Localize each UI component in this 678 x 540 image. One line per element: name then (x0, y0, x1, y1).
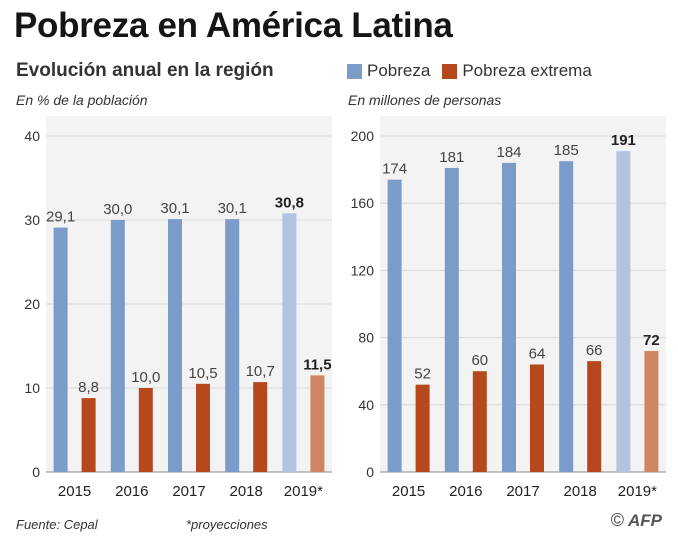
left-xtick-label: 2015 (58, 483, 91, 500)
left-data-label-pobreza: 30,1 (160, 200, 189, 217)
right-data-label-pobreza: 174 (382, 161, 407, 178)
left-data-label-pobreza-extrema: 8,8 (78, 379, 99, 396)
copyright-symbol: © (610, 510, 624, 530)
left-bar-pobreza-extrema (138, 388, 153, 472)
left-ytick-label: 0 (32, 464, 40, 480)
legend-swatch-pobreza (347, 63, 362, 79)
right-ytick-label: 80 (358, 330, 374, 346)
right-data-label-pobreza: 191 (611, 132, 636, 149)
left-bar-pobreza-extrema (196, 383, 210, 472)
left-bar-pobreza (110, 220, 125, 472)
right-bar-pobreza (559, 161, 574, 472)
left-data-label-pobreza-extrema: 10,5 (188, 365, 217, 382)
left-bar-pobreza-extrema (81, 398, 96, 472)
right-data-label-pobreza-extrema: 66 (586, 342, 603, 359)
left-bar-pobreza (168, 219, 182, 472)
left-data-label-pobreza-extrema: 11,5 (303, 356, 331, 373)
left-xtick-label: 2016 (115, 483, 148, 500)
right-xtick-label: 2016 (449, 483, 482, 500)
right-bar-pobreza-extrema (587, 361, 602, 472)
left-ytick-label: 40 (24, 128, 40, 144)
right-bar-pobreza (444, 167, 459, 473)
legend-item-pobreza-extrema: Pobreza extrema (442, 61, 592, 81)
left-ytick-label: 20 (24, 296, 40, 312)
right-data-label-pobreza: 185 (554, 142, 579, 159)
left-bar-pobreza (225, 219, 240, 472)
legend-label-pobreza: Pobreza (367, 61, 431, 80)
right-bar-pobreza (616, 151, 631, 472)
left-data-label-pobreza: 30,8 (275, 194, 304, 211)
left-bar-pobreza (53, 227, 68, 472)
afp-logo: AFP (628, 510, 662, 530)
right-xtick-label: 2018 (564, 483, 597, 500)
chart-subtitle: Evolución anual en la región (16, 60, 274, 81)
right-bar-pobreza-extrema (644, 351, 659, 472)
left-data-label-pobreza: 30,0 (103, 201, 132, 218)
left-unit-label: En % de la población (16, 92, 148, 108)
left-ytick-label: 10 (24, 380, 40, 396)
legend-item-pobreza: Pobreza (347, 61, 430, 81)
left-data-label-pobreza-extrema: 10,0 (131, 369, 160, 386)
right-xtick-label: 2019* (618, 483, 657, 500)
right-bar-pobreza (502, 162, 516, 472)
right-bar-pobreza-extrema (472, 371, 487, 472)
right-data-label-pobreza: 184 (496, 144, 521, 161)
left-xtick-label: 2018 (230, 483, 263, 500)
right-chart: 0 40 80 120 160 200 2015 174 52 2016 181 60 2017 184 6… (351, 116, 666, 500)
chart-title: Pobreza en América Latina (14, 6, 453, 45)
left-bar-pobreza-extrema (310, 375, 325, 472)
left-ytick-label: 30 (24, 212, 40, 228)
left-data-label-pobreza: 30,1 (218, 200, 247, 217)
right-ytick-label: 0 (366, 464, 374, 480)
legend-swatch-pobreza-extrema (442, 63, 458, 79)
right-ytick-label: 200 (351, 128, 375, 144)
right-ytick-label: 40 (358, 397, 374, 413)
afp-credit: © AFP (611, 510, 662, 531)
legend: Pobreza Pobreza extrema (347, 61, 604, 81)
projection-note: *proyecciones (186, 517, 268, 532)
legend-label-pobreza-extrema: Pobreza extrema (462, 61, 592, 80)
right-xtick-label: 2015 (392, 483, 425, 500)
left-chart-panel: 0 10 20 30 40 2015 29,1 8,8 2016 30,0 10,0 2017 30,1… (6, 116, 338, 508)
source-note: Fuente: Cepal (16, 517, 98, 532)
right-ytick-label: 120 (351, 262, 375, 278)
left-chart: 0 10 20 30 40 2015 29,1 8,8 2016 30,0 10,0 2017 30,1… (24, 116, 332, 500)
left-xtick-label: 2017 (172, 483, 205, 500)
right-bar-pobreza (387, 179, 402, 472)
right-data-label-pobreza-extrema: 72 (643, 332, 660, 349)
right-data-label-pobreza-extrema: 52 (414, 366, 431, 383)
right-data-label-pobreza-extrema: 64 (529, 345, 546, 362)
left-data-label-pobreza: 29,1 (46, 209, 75, 226)
right-data-label-pobreza-extrema: 60 (471, 352, 488, 369)
right-bar-pobreza-extrema (530, 364, 544, 472)
right-data-label-pobreza: 181 (439, 149, 464, 166)
left-bar-pobreza (282, 213, 297, 472)
left-bar-pobreza-extrema (253, 382, 268, 472)
left-xtick-label: 2019* (284, 483, 323, 500)
left-data-label-pobreza-extrema: 10,7 (246, 363, 275, 380)
right-ytick-label: 160 (351, 195, 375, 211)
right-chart-panel: 0 40 80 120 160 200 2015 174 52 2016 181 60 2017 184 6… (340, 116, 672, 508)
right-bar-pobreza-extrema (415, 384, 430, 472)
right-unit-label: En millones de personas (348, 92, 502, 108)
right-xtick-label: 2017 (506, 483, 539, 500)
